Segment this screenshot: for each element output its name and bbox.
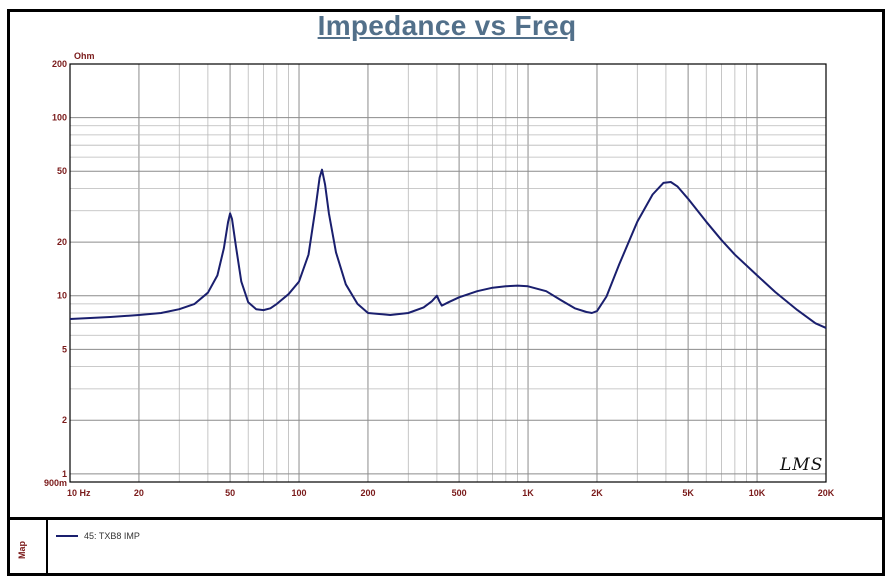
y-tick-label: 100 [52, 113, 67, 123]
x-tick-label: 50 [225, 488, 235, 498]
chart-title: Impedance vs Freq [317, 10, 577, 41]
y-tick-label: 2 [62, 415, 67, 425]
series-line [69, 168, 827, 329]
x-tick-label: 20K [818, 488, 835, 498]
x-tick-label: 1K [522, 488, 534, 498]
legend-swatch [56, 535, 78, 537]
x-tick-label: 2K [591, 488, 603, 498]
x-tick-label: 5K [682, 488, 694, 498]
x-tick-label: 100 [292, 488, 307, 498]
x-tick-label: 10K [749, 488, 766, 498]
x-tick-label: 10 Hz [67, 488, 91, 498]
y-tick-label: 50 [57, 166, 67, 176]
lms-logo: LMS [780, 455, 824, 475]
y-axis-unit: Ohm [74, 51, 95, 61]
y-tick-label: 20 [57, 237, 67, 247]
grid [69, 63, 827, 483]
map-separator [46, 518, 48, 576]
y-tick-label: 5 [62, 344, 67, 354]
x-tick-label: 500 [452, 488, 467, 498]
x-tick-label: 200 [360, 488, 375, 498]
legend-entry: 45: TXB8 IMP [84, 531, 140, 541]
plot-border [69, 63, 827, 483]
x-tick-label: 20 [134, 488, 144, 498]
y-tick-label: 200 [52, 59, 67, 69]
x-axis-ticks: 10 Hz 20 50 100 200 500 1K 2K 5K 10K 20K [67, 488, 835, 498]
y-tick-label: 1 [62, 469, 67, 479]
legend-divider [7, 517, 885, 520]
legend: 45: TXB8 IMP [56, 529, 140, 543]
y-tick-label: 900m [44, 478, 67, 488]
y-tick-label: 10 [57, 291, 67, 301]
map-label: Map [17, 541, 27, 559]
